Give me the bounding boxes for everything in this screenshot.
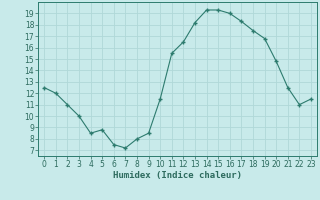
X-axis label: Humidex (Indice chaleur): Humidex (Indice chaleur) (113, 171, 242, 180)
